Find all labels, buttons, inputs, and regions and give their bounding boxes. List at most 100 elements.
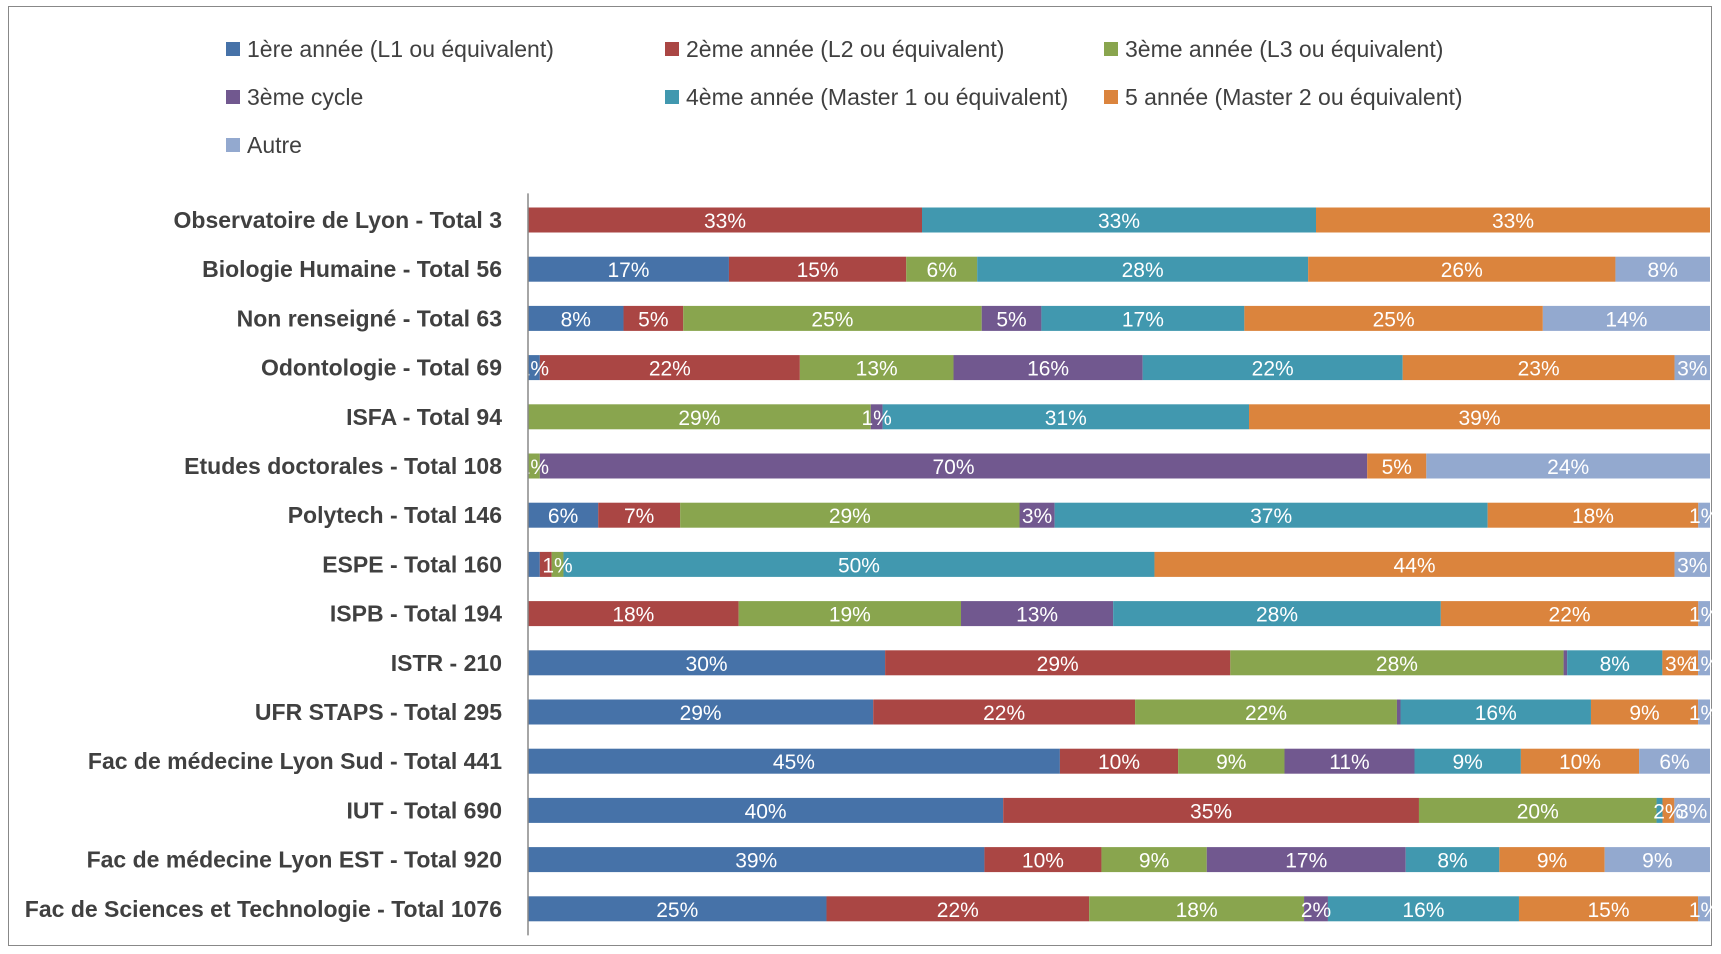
bar-segment-r6-s4 bbox=[539, 453, 1368, 479]
data-label-r3-s1: 8% bbox=[561, 308, 591, 331]
bar-segment-r7-s6 bbox=[1487, 502, 1699, 528]
legend-swatch-7 bbox=[226, 138, 240, 152]
data-label-r15-s7: 1% bbox=[1689, 899, 1719, 922]
bar-segment-r5-s6 bbox=[1249, 404, 1710, 430]
bar-segment-r2-s6 bbox=[1308, 256, 1616, 282]
data-label-r5-s3: 29% bbox=[678, 407, 720, 430]
legend-swatch-1 bbox=[226, 42, 240, 56]
category-label-3: Non renseigné - Total 63 bbox=[237, 305, 502, 331]
bar-segment-r3-s3 bbox=[683, 305, 982, 331]
bar-segment-r2-s3 bbox=[906, 256, 978, 282]
data-label-r3-s3: 25% bbox=[811, 308, 853, 331]
legend: 1ère année (L1 ou équivalent) 2ème année … bbox=[226, 36, 1463, 158]
legend-label-3: 3ème année (L3 ou équivalent) bbox=[1125, 36, 1443, 62]
bar-segment-r9-s2 bbox=[528, 601, 739, 627]
data-label-r11-s2: 22% bbox=[983, 702, 1025, 725]
data-label-r10-s1: 30% bbox=[686, 653, 728, 676]
data-label-r12-s1: 45% bbox=[773, 751, 815, 774]
data-label-r10-s6: 3% bbox=[1665, 653, 1695, 676]
data-label-r11-s7: 1% bbox=[1689, 702, 1719, 725]
bar-segment-r10-s6 bbox=[1662, 650, 1699, 676]
bar-segment-r15-s7 bbox=[1698, 896, 1710, 922]
data-label-r7-s2: 7% bbox=[624, 505, 654, 528]
bar-segment-r3-s4 bbox=[981, 305, 1042, 331]
bar-segment-r12-s1 bbox=[528, 748, 1060, 774]
bar-segment-r2-s1 bbox=[528, 256, 729, 282]
data-label-r9-s5: 28% bbox=[1256, 604, 1298, 627]
bar-segment-r13-s3 bbox=[1418, 797, 1657, 823]
data-label-r4-s7: 3% bbox=[1677, 358, 1707, 381]
data-label-r4-s6: 23% bbox=[1518, 358, 1560, 381]
legend-swatch-4 bbox=[226, 90, 240, 104]
bar-segment-r2-s2 bbox=[728, 256, 907, 282]
bar-segment-r3-s5 bbox=[1041, 305, 1245, 331]
bar-segment-r5-s3 bbox=[528, 404, 871, 430]
data-label-r7-s1: 6% bbox=[548, 505, 578, 528]
data-label-r8-s5: 50% bbox=[838, 554, 880, 577]
data-label-r7-s6: 18% bbox=[1572, 505, 1614, 528]
bar-segment-r5-s4 bbox=[870, 404, 883, 430]
data-label-r4-s4: 16% bbox=[1027, 358, 1069, 381]
bar-segment-r4-s7 bbox=[1674, 355, 1710, 381]
legend-label-6: 5 année (Master 2 ou équivalent) bbox=[1125, 84, 1463, 110]
data-label-r14-s6: 9% bbox=[1537, 850, 1567, 873]
category-label-10: ISTR - 210 bbox=[391, 650, 502, 676]
bar-segment-r11-s1 bbox=[528, 699, 874, 725]
data-label-r9-s6: 22% bbox=[1549, 604, 1591, 627]
data-label-r11-s6: 9% bbox=[1629, 702, 1659, 725]
bar-segment-r13-s7 bbox=[1674, 797, 1710, 823]
bar-segment-r11-s7 bbox=[1698, 699, 1710, 725]
bars bbox=[528, 207, 1710, 922]
bar-segment-r14-s5 bbox=[1405, 847, 1500, 873]
category-label-6: Etudes doctorales - Total 108 bbox=[184, 453, 502, 479]
data-label-r15-s1: 25% bbox=[656, 899, 698, 922]
category-label-15: Fac de Sciences et Technologie - Total 1… bbox=[25, 896, 502, 922]
data-label-r14-s5: 8% bbox=[1437, 850, 1467, 873]
category-label-1: Observatoire de Lyon - Total 3 bbox=[174, 207, 502, 233]
bar-segment-r11-s4 bbox=[1396, 699, 1401, 725]
bar-segment-r9-s7 bbox=[1698, 601, 1710, 627]
bar-segment-r10-s7 bbox=[1698, 650, 1710, 676]
bar-segment-r3-s2 bbox=[623, 305, 684, 331]
legend-label-4: 3ème cycle bbox=[247, 84, 363, 110]
category-label-9: ISPB - Total 194 bbox=[330, 601, 502, 627]
bar-segment-r11-s5 bbox=[1400, 699, 1591, 725]
chart-frame bbox=[8, 6, 1712, 946]
data-label-r6-s7: 24% bbox=[1547, 456, 1589, 479]
bar-segment-r10-s3 bbox=[1230, 650, 1564, 676]
data-label-r13-s7: 3% bbox=[1677, 800, 1707, 823]
category-label-2: Biologie Humaine - Total 56 bbox=[202, 256, 502, 282]
data-label-r10-s2: 29% bbox=[1037, 653, 1079, 676]
bar-segment-r6-s6 bbox=[1367, 453, 1427, 479]
data-label-r7-s4: 3% bbox=[1022, 505, 1052, 528]
data-label-r12-s6: 10% bbox=[1559, 751, 1601, 774]
data-label-r10-s7: 1% bbox=[1689, 653, 1719, 676]
data-label-r11-s5: 16% bbox=[1475, 702, 1517, 725]
data-label-r15-s3: 18% bbox=[1176, 899, 1218, 922]
data-label-r10-s3: 28% bbox=[1376, 653, 1418, 676]
data-label-r13-s3: 20% bbox=[1517, 800, 1559, 823]
bar-segment-r14-s7 bbox=[1604, 847, 1710, 873]
bar-segment-r4-s6 bbox=[1402, 355, 1675, 381]
data-label-r15-s6: 15% bbox=[1588, 899, 1630, 922]
data-label-r3-s2: 5% bbox=[638, 308, 668, 331]
bar-segment-r10-s4 bbox=[1563, 650, 1568, 676]
data-label-r15-s4: 2% bbox=[1301, 899, 1331, 922]
bar-segment-r11-s6 bbox=[1590, 699, 1699, 725]
data-label-r1-s6: 33% bbox=[1492, 210, 1534, 233]
bar-segment-r9-s4 bbox=[961, 601, 1114, 627]
bar-segment-r7-s5 bbox=[1054, 502, 1488, 528]
legend-label-1: 1ère année (L1 ou équivalent) bbox=[247, 36, 554, 62]
data-label-r2-s7: 8% bbox=[1648, 259, 1678, 282]
bar-segment-r15-s4 bbox=[1304, 896, 1328, 922]
data-label-r14-s7: 9% bbox=[1642, 850, 1672, 873]
data-label-r11-s1: 29% bbox=[680, 702, 722, 725]
data-label-r1-s5: 33% bbox=[1098, 210, 1140, 233]
data-label-r4-s1: 1% bbox=[519, 358, 549, 381]
bar-segment-r8-s2 bbox=[539, 551, 552, 577]
bar-segment-r15-s3 bbox=[1089, 896, 1305, 922]
data-label-r14-s4: 17% bbox=[1285, 850, 1327, 873]
data-label-r7-s5: 37% bbox=[1250, 505, 1292, 528]
bar-segment-r1-s2 bbox=[528, 207, 922, 233]
